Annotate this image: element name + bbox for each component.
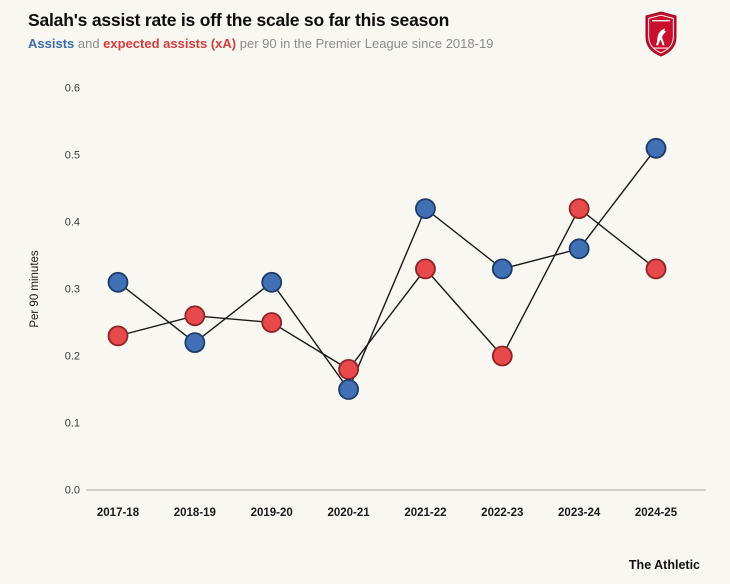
data-point-expected-assists-xa- [415, 258, 436, 280]
y-axis-label: Per 90 minutes [29, 250, 41, 328]
data-point-assists [184, 332, 206, 354]
data-point-expected-assists-xa- [568, 198, 590, 220]
data-point-assists [261, 271, 283, 293]
y-tick-label: 0.3 [65, 284, 80, 296]
data-point-expected-assists-xa- [338, 358, 359, 380]
x-tick-label: 2017-18 [97, 507, 140, 519]
x-tick-label: 2023-24 [558, 507, 601, 519]
chart-subtitle: Assists and expected assists (xA) per 90… [28, 36, 493, 51]
data-point-assists [568, 238, 590, 260]
data-point-expected-assists-xa- [645, 258, 667, 280]
liverpool-crest-icon [645, 11, 677, 57]
y-tick-label: 0.4 [65, 217, 80, 229]
x-tick-label: 2020-21 [327, 507, 370, 519]
legend-assists-label: Assists [28, 36, 75, 51]
data-point-expected-assists-xa- [184, 305, 206, 327]
x-tick-label: 2018-19 [174, 507, 216, 519]
x-tick-label: 2021-22 [404, 507, 446, 519]
data-point-assists [415, 198, 436, 220]
y-tick-label: 0.0 [65, 485, 80, 497]
data-point-expected-assists-xa- [491, 345, 513, 367]
data-point-assists [338, 379, 359, 400]
x-tick-label: 2024-25 [635, 507, 678, 519]
chart-title: Salah's assist rate is off the scale so … [28, 10, 450, 30]
data-point-expected-assists-xa- [261, 312, 283, 333]
data-point-expected-assists-xa- [107, 325, 129, 347]
y-tick-label: 0.5 [65, 150, 80, 162]
series-line-expected-assists-xa- [117, 207, 657, 371]
y-tick-label: 0.6 [65, 83, 80, 95]
y-tick-label: 0.1 [65, 418, 80, 430]
data-point-assists [645, 137, 667, 159]
series-line-assists [117, 147, 657, 391]
data-point-assists [107, 271, 129, 293]
y-tick-label: 0.2 [65, 351, 80, 363]
subtitle-rest-text: per 90 in the Premier League since 2018-… [236, 36, 494, 51]
subtitle-and-text: and [74, 36, 104, 51]
brand-wordmark: The Athletic [628, 558, 700, 572]
data-point-assists [491, 258, 513, 280]
x-tick-label: 2022-23 [481, 507, 523, 519]
legend-xa-label: expected assists (xA) [103, 36, 237, 51]
x-tick-label: 2019-20 [251, 507, 293, 519]
